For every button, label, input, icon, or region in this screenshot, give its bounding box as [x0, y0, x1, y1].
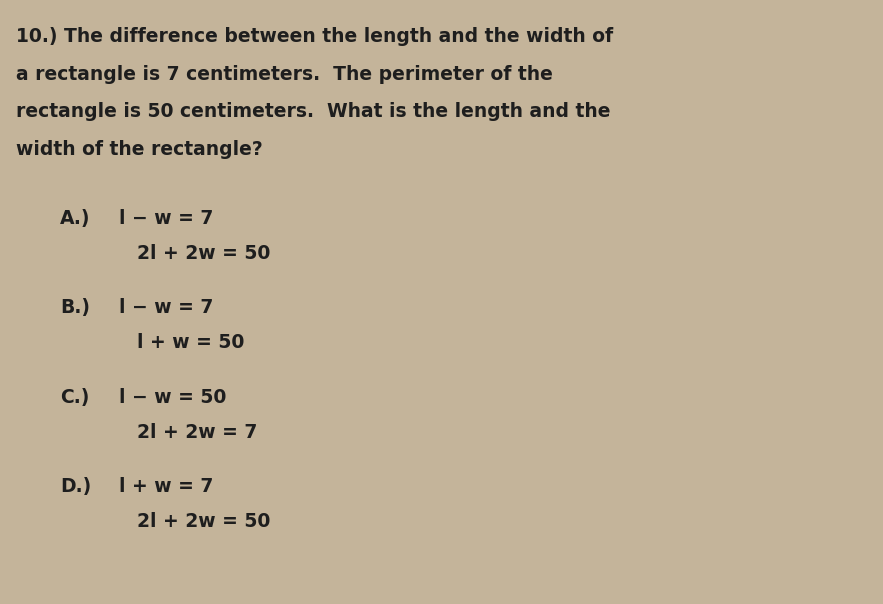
Text: l + w = 50: l + w = 50	[137, 333, 245, 352]
Text: l − w = 50: l − w = 50	[119, 388, 227, 406]
Text: width of the rectangle?: width of the rectangle?	[16, 140, 262, 158]
Text: A.): A.)	[60, 209, 91, 228]
Text: C.): C.)	[60, 388, 89, 406]
Text: l + w = 7: l + w = 7	[119, 477, 214, 496]
Text: 2l + 2w = 50: 2l + 2w = 50	[137, 512, 270, 531]
Text: l − w = 7: l − w = 7	[119, 209, 214, 228]
Text: 2l + 2w = 7: 2l + 2w = 7	[137, 423, 257, 442]
Text: a rectangle is 7 centimeters.  The perimeter of the: a rectangle is 7 centimeters. The perime…	[16, 65, 553, 83]
Text: 2l + 2w = 50: 2l + 2w = 50	[137, 244, 270, 263]
Text: 10.) The difference between the length and the width of: 10.) The difference between the length a…	[16, 27, 613, 46]
Text: rectangle is 50 centimeters.  What is the length and the: rectangle is 50 centimeters. What is the…	[16, 102, 610, 121]
Text: D.): D.)	[60, 477, 91, 496]
Text: l − w = 7: l − w = 7	[119, 298, 214, 317]
Text: B.): B.)	[60, 298, 90, 317]
